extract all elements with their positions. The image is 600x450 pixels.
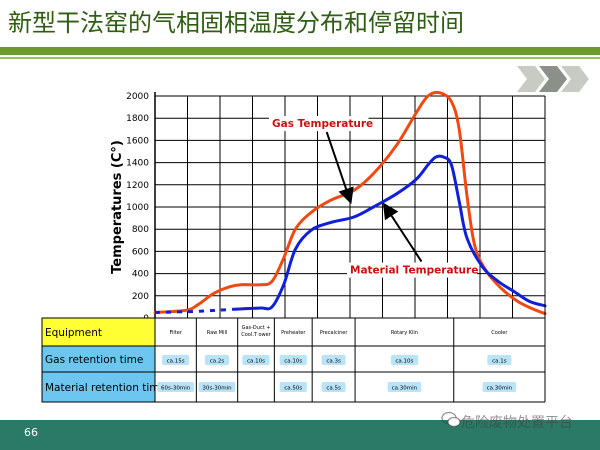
retention-table: Equipment Gas retention time Material rete… (41, 96, 546, 403)
y-tick-label: 400 (132, 270, 149, 280)
zone-equipment: Cooler (491, 330, 508, 336)
material-time-value: ca.50s (284, 386, 302, 392)
material-time-value: ca.30min (487, 386, 513, 392)
material-time-badge (387, 382, 422, 392)
zone-equipment: Preheater (281, 330, 306, 336)
temperature-chart: 0200400600800100012001400160018002000 Te… (41, 90, 547, 403)
material-time-value: ca.5s (326, 386, 341, 392)
material-time-badge (279, 382, 307, 392)
gas-time-value: ca.10s (247, 359, 265, 365)
wechat-icon (441, 411, 461, 428)
y-tick-label: 2000 (126, 92, 149, 102)
page-number: 66 (24, 426, 38, 439)
gas-time-badge (321, 355, 346, 365)
table-header-cell (41, 317, 156, 347)
table-row-header: Equipment (45, 327, 102, 339)
title-divider-thin (0, 57, 600, 59)
material-time-badge (321, 382, 346, 392)
title-divider (0, 47, 600, 55)
gas-time-value: ca.3s (326, 359, 341, 365)
zone-equipment: Gas-Duct + Cool.T ower (241, 325, 271, 338)
gas-time-value: ca.10s (395, 359, 413, 365)
watermark: 危险废物处置平台 (461, 415, 573, 431)
zone-equipment: Rotary Kiln (391, 330, 418, 336)
annotations-layer: Gas Temperature Material Temperature (269, 116, 478, 278)
y-tick-label: 600 (132, 247, 149, 257)
footer-bar (0, 420, 600, 450)
y-tick-labels: 0200400600800100012001400160018002000 (126, 92, 149, 324)
material-time-badge (157, 382, 195, 392)
y-tick-label: 1200 (126, 181, 149, 191)
annotation-arrow (382, 202, 423, 263)
table-header-cell (41, 345, 156, 373)
material-time-value: 30s-30min (202, 386, 232, 392)
table-row-header: Gas retention time (45, 354, 143, 366)
y-axis-label: Temperatures (C°) (110, 140, 125, 274)
table-header-cell (41, 371, 156, 403)
gas-time-value: ca.15s (167, 359, 185, 365)
annotation-arrow (325, 131, 354, 205)
material-time-badge (198, 382, 236, 392)
annotation-label: Gas Temperature (272, 118, 373, 130)
gas-time-value: ca.1s (492, 359, 507, 365)
series-line-material-dashed (154, 307, 237, 314)
gas-time-badge (390, 355, 419, 365)
annotation-bg (347, 262, 477, 278)
y-tick-label: 200 (132, 292, 149, 302)
zone-equipment: Precalciner (320, 330, 349, 336)
zone-equipment: Raw Mill (207, 330, 228, 336)
gas-time-badge (205, 355, 230, 365)
y-tick-label: 1800 (126, 114, 149, 124)
gas-time-badge (242, 355, 270, 365)
annotation-bg (269, 116, 369, 132)
gas-time-value: ca.2s (210, 359, 225, 365)
y-tick-label: 1400 (126, 159, 149, 169)
zone-equipment: Filter (169, 330, 182, 336)
gas-time-badge (487, 355, 512, 365)
y-tick-label: 1000 (126, 203, 149, 213)
slide-title: 新型干法窑的气相固相温度分布和停留时间 (8, 9, 464, 37)
material-time-value: ca.30min (392, 386, 418, 392)
gas-time-badge (279, 355, 307, 365)
gas-time-badge (162, 355, 190, 365)
series-line-material (235, 154, 547, 311)
y-tick-label: 1600 (126, 136, 149, 146)
chevron-arrows-icon (517, 66, 589, 92)
table-row-header: Material retention time (45, 382, 166, 394)
y-tick-label: 800 (132, 225, 149, 235)
series-layer (153, 90, 547, 316)
material-time-badge (482, 382, 517, 392)
material-time-value: 60s-30min (161, 386, 191, 392)
gas-time-value: ca.10s (284, 359, 302, 365)
annotation-label: Material Temperature (350, 265, 478, 277)
